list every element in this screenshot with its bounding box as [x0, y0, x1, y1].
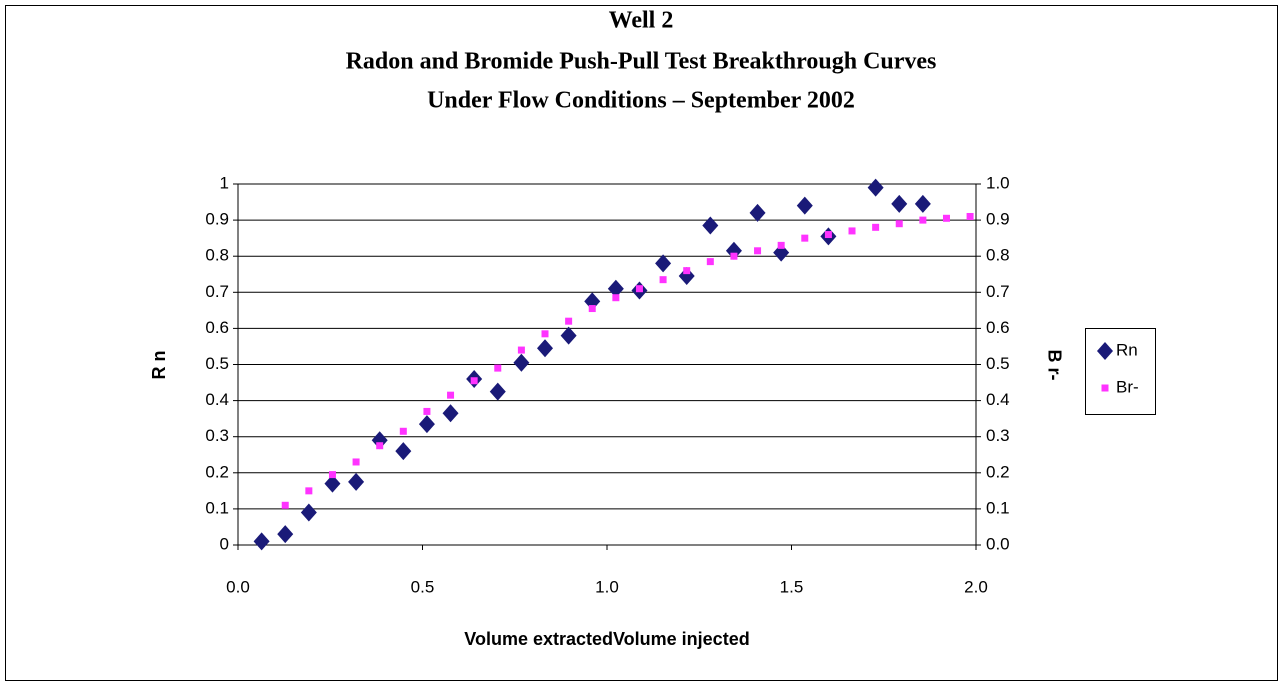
point	[584, 292, 601, 311]
legend-marker	[1097, 342, 1113, 360]
y2-tick-label: 0.7	[986, 282, 1010, 301]
point	[678, 267, 695, 286]
point	[442, 404, 459, 423]
point	[635, 285, 643, 293]
point	[541, 330, 549, 338]
point	[371, 431, 388, 450]
point	[683, 267, 691, 275]
y-tick-label: 0.7	[205, 282, 229, 301]
point	[324, 474, 341, 493]
y2-tick-label: 0.1	[986, 498, 1010, 517]
chart-title: Well 2	[609, 8, 674, 34]
y-tick-label: 0.4	[205, 390, 229, 409]
x-tick-label: 1.0	[595, 577, 619, 596]
point	[607, 279, 624, 298]
point	[777, 241, 785, 249]
y2-tick-label: 0.3	[986, 426, 1010, 445]
point	[872, 223, 880, 231]
y-tick-label: 0	[220, 534, 229, 553]
point	[281, 501, 289, 509]
x-tick-label: 1.5	[780, 577, 804, 596]
point	[801, 234, 809, 242]
y-tick-label: 0.5	[205, 354, 229, 373]
point	[494, 364, 502, 372]
legend-marker	[1101, 384, 1109, 392]
chart-title: Under Flow Conditions – September 2002	[427, 88, 855, 114]
y-tick-label: 1	[220, 173, 229, 192]
point	[328, 471, 336, 479]
point	[612, 294, 620, 302]
y-axis-label: R n	[149, 351, 169, 380]
point	[749, 203, 766, 222]
legend-label: Rn	[1116, 340, 1138, 359]
y2-tick-label: 1.0	[986, 173, 1010, 192]
y-tick-label: 0.6	[205, 318, 229, 337]
point	[348, 472, 365, 491]
legend-label: Br-	[1116, 377, 1139, 396]
legend-box	[1085, 328, 1156, 415]
y2-tick-label: 0.6	[986, 318, 1010, 337]
point	[773, 243, 790, 262]
y-tick-label: 0.1	[205, 498, 229, 517]
chart-title: Radon and Bromide Push-Pull Test Breakth…	[346, 49, 937, 75]
point	[395, 442, 412, 461]
y2-axis-label: B r-	[1044, 350, 1064, 381]
x-tick-label: 2.0	[964, 577, 988, 596]
point	[725, 241, 742, 260]
point	[895, 220, 903, 228]
point	[305, 487, 313, 495]
x-axis-label: Volume extractedVolume injected	[464, 629, 749, 649]
point	[655, 254, 672, 273]
point	[730, 252, 738, 260]
y2-tick-label: 0.4	[986, 390, 1010, 409]
point	[796, 196, 813, 215]
y-tick-label: 0.2	[205, 462, 229, 481]
point	[560, 326, 577, 345]
point	[513, 353, 530, 372]
y2-tick-label: 0.5	[986, 354, 1010, 373]
point	[399, 427, 407, 435]
y-tick-label: 0.9	[205, 210, 229, 229]
point	[489, 382, 506, 401]
point	[300, 503, 317, 522]
x-tick-label: 0.5	[411, 577, 435, 596]
point	[470, 377, 478, 385]
point	[867, 178, 884, 197]
point	[423, 407, 431, 415]
point	[942, 214, 950, 222]
point	[253, 532, 270, 551]
point	[966, 212, 974, 220]
point	[919, 216, 927, 224]
point	[277, 525, 294, 544]
point	[376, 442, 384, 450]
point	[418, 415, 435, 434]
point	[914, 194, 931, 213]
point	[702, 216, 719, 235]
y-tick-label: 0.3	[205, 426, 229, 445]
x-tick-label: 0.0	[226, 577, 250, 596]
point	[754, 247, 762, 255]
y2-tick-label: 0.2	[986, 462, 1010, 481]
y2-tick-label: 0.8	[986, 246, 1010, 265]
point	[588, 305, 596, 313]
point	[537, 339, 554, 358]
point	[565, 317, 573, 325]
point	[706, 258, 714, 266]
point	[517, 346, 525, 354]
point	[891, 194, 908, 213]
point	[352, 458, 360, 466]
y-tick-label: 0.8	[205, 246, 229, 265]
y2-tick-label: 0.0	[986, 534, 1010, 553]
y2-tick-label: 0.9	[986, 210, 1010, 229]
point	[447, 391, 455, 399]
point	[824, 231, 832, 239]
point	[659, 276, 667, 284]
point	[848, 227, 856, 235]
